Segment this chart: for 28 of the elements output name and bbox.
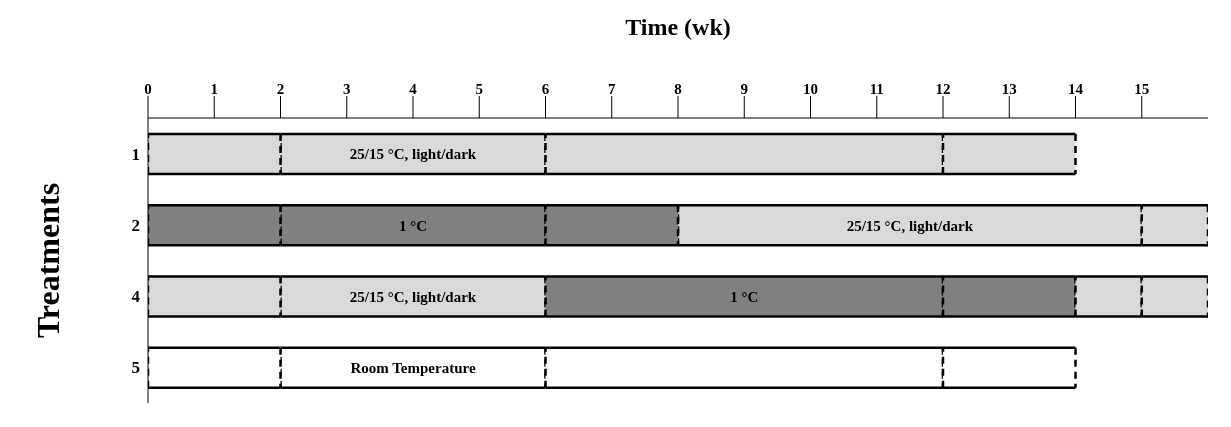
- x-tick-label: 5: [475, 81, 483, 97]
- x-tick-label: 4: [409, 81, 418, 97]
- x-tick-label: 0: [144, 81, 152, 97]
- y-axis-title: Treatments: [30, 182, 67, 339]
- y-tick-label: 5: [131, 358, 140, 378]
- x-tick-label: 3: [343, 81, 351, 97]
- x-tick-label: 12: [935, 81, 951, 97]
- series-label: 1 °C: [730, 288, 759, 305]
- x-tick-label: 10: [803, 81, 818, 97]
- x-tick-label: 7: [608, 81, 616, 97]
- x-tick-label: 1: [210, 81, 218, 97]
- x-axis-title: Time (wk): [625, 14, 731, 41]
- y-tick-label: 1: [131, 144, 140, 164]
- y-tick-label: 2: [131, 215, 140, 235]
- text: 1 °C: [398, 217, 428, 234]
- x-tick-label: 11: [869, 81, 884, 97]
- x-tick-label: 13: [1001, 81, 1017, 97]
- text: 25/15 °C, light/dark: [846, 217, 974, 234]
- y-tick-label: 4: [131, 287, 141, 307]
- x-tick-label: 9: [740, 81, 748, 97]
- series-label: 25/15 °C, light/dark: [349, 288, 477, 305]
- series-label: Room Temperature: [350, 360, 476, 377]
- x-tick-label: 2: [276, 81, 285, 97]
- x-tick-label: 15: [1134, 81, 1150, 97]
- x-tick-label: 6: [541, 81, 550, 97]
- x-tick-label: 8: [674, 81, 682, 97]
- text: 25/15 °C, light/dark: [349, 146, 477, 163]
- x-tick-label: 14: [1068, 81, 1084, 97]
